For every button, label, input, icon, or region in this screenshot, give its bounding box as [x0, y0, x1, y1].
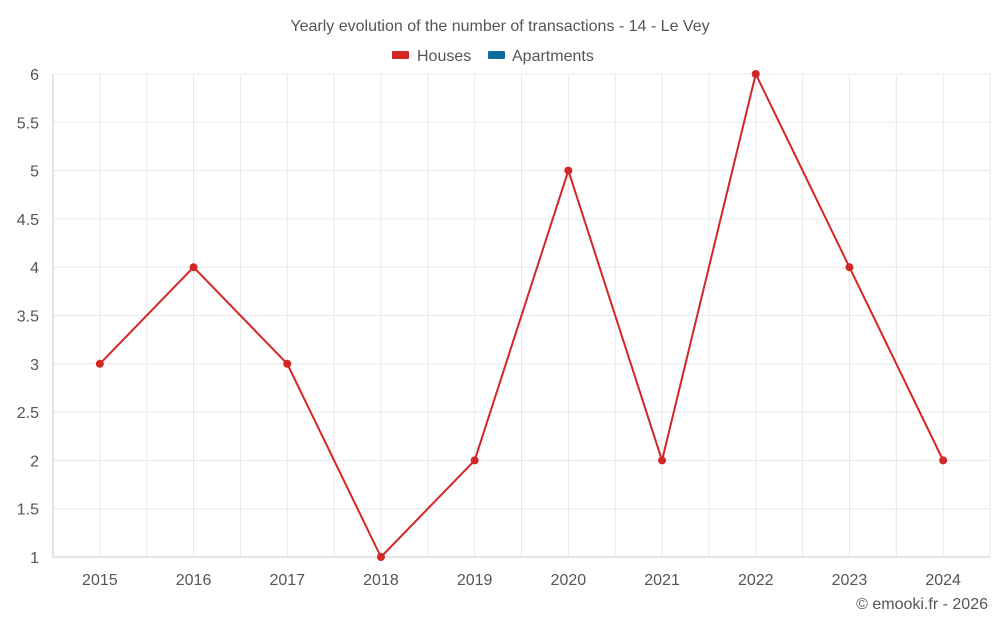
y-tick-label: 5.5 — [17, 115, 39, 132]
x-axis-ticks: 2015 2016 2017 2018 2019 2020 2021 2022 2023 2024 — [82, 572, 961, 589]
x-tick-label: 2017 — [269, 572, 305, 589]
y-tick-label: 3.5 — [17, 309, 39, 326]
x-tick-label: 2015 — [82, 572, 118, 589]
y-tick-label: 3 — [30, 357, 39, 374]
data-point-houses-2022[interactable] — [751, 70, 760, 78]
data-point-houses-2020[interactable] — [564, 166, 573, 175]
data-point-houses-2023[interactable] — [845, 263, 854, 272]
x-tick-label: 2024 — [925, 572, 961, 589]
y-axis-ticks: 1 1.5 2 2.5 3 3.5 4 4.5 5 5.5 6 — [17, 67, 39, 567]
x-tick-label: 2019 — [457, 572, 493, 589]
y-tick-label: 6 — [30, 67, 39, 84]
x-tick-label: 2021 — [644, 572, 680, 589]
data-point-houses-2021[interactable] — [658, 456, 667, 465]
chart-title: Yearly evolution of the number of transa… — [290, 18, 709, 35]
axes — [52, 74, 990, 558]
series — [95, 70, 948, 561]
data-point-houses-2018[interactable] — [376, 553, 385, 561]
x-tick-label: 2016 — [176, 572, 212, 589]
legend-label-houses[interactable]: Houses — [417, 48, 471, 65]
y-tick-label: 2 — [30, 453, 39, 470]
x-tick-label: 2022 — [738, 572, 774, 589]
y-tick-label: 1.5 — [17, 502, 39, 519]
data-point-houses-2019[interactable] — [470, 456, 479, 465]
data-point-houses-2024[interactable] — [939, 456, 948, 465]
y-tick-label: 4 — [30, 260, 39, 277]
legend: Houses Apartments — [392, 48, 594, 65]
data-point-houses-2015[interactable] — [95, 359, 104, 368]
y-tick-label: 2.5 — [17, 405, 39, 422]
legend-label-apartments[interactable]: Apartments — [512, 48, 594, 65]
legend-swatch-houses[interactable] — [392, 51, 409, 59]
y-tick-label: 1 — [30, 550, 39, 567]
data-point-houses-2017[interactable] — [283, 359, 292, 368]
series-line-houses — [99, 73, 945, 558]
x-tick-label: 2018 — [363, 572, 399, 589]
legend-swatch-apartments[interactable] — [488, 51, 505, 59]
data-point-houses-2016[interactable] — [189, 263, 198, 272]
x-tick-label: 2020 — [551, 572, 587, 589]
y-tick-label: 5 — [30, 164, 39, 181]
y-tick-label: 4.5 — [17, 212, 39, 229]
credit-text: © emooki.fr - 2026 — [856, 596, 988, 613]
x-tick-label: 2023 — [832, 572, 868, 589]
